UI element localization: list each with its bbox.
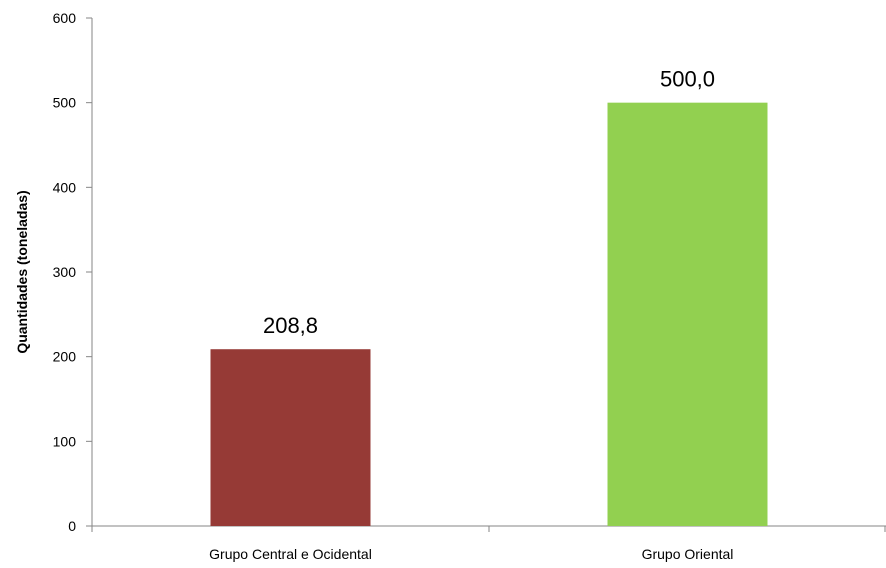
y-axis-title: Quantidades (toneladas) <box>14 190 30 353</box>
data-labels: 208,8 500,0 <box>263 67 715 339</box>
bar <box>607 102 768 527</box>
x-category-label: Grupo Oriental <box>642 546 734 562</box>
y-tick-label: 500 <box>53 95 77 111</box>
y-axis: 0 100 200 300 400 500 600 <box>53 10 93 534</box>
y-tick-label: 300 <box>53 264 77 280</box>
y-tick-label: 0 <box>68 518 76 534</box>
x-category-label: Grupo Central e Ocidental <box>209 546 372 562</box>
bars <box>210 102 768 527</box>
y-tick-label: 100 <box>53 433 77 449</box>
y-tick-label: 400 <box>53 179 77 195</box>
x-axis: Grupo Central e Ocidental Grupo Oriental <box>91 525 886 562</box>
bar-value-label: 500,0 <box>660 67 715 92</box>
y-tick-label: 600 <box>53 10 77 26</box>
bar <box>210 349 371 526</box>
bar-value-label: 208,8 <box>263 313 318 338</box>
y-tick-label: 200 <box>53 349 77 365</box>
